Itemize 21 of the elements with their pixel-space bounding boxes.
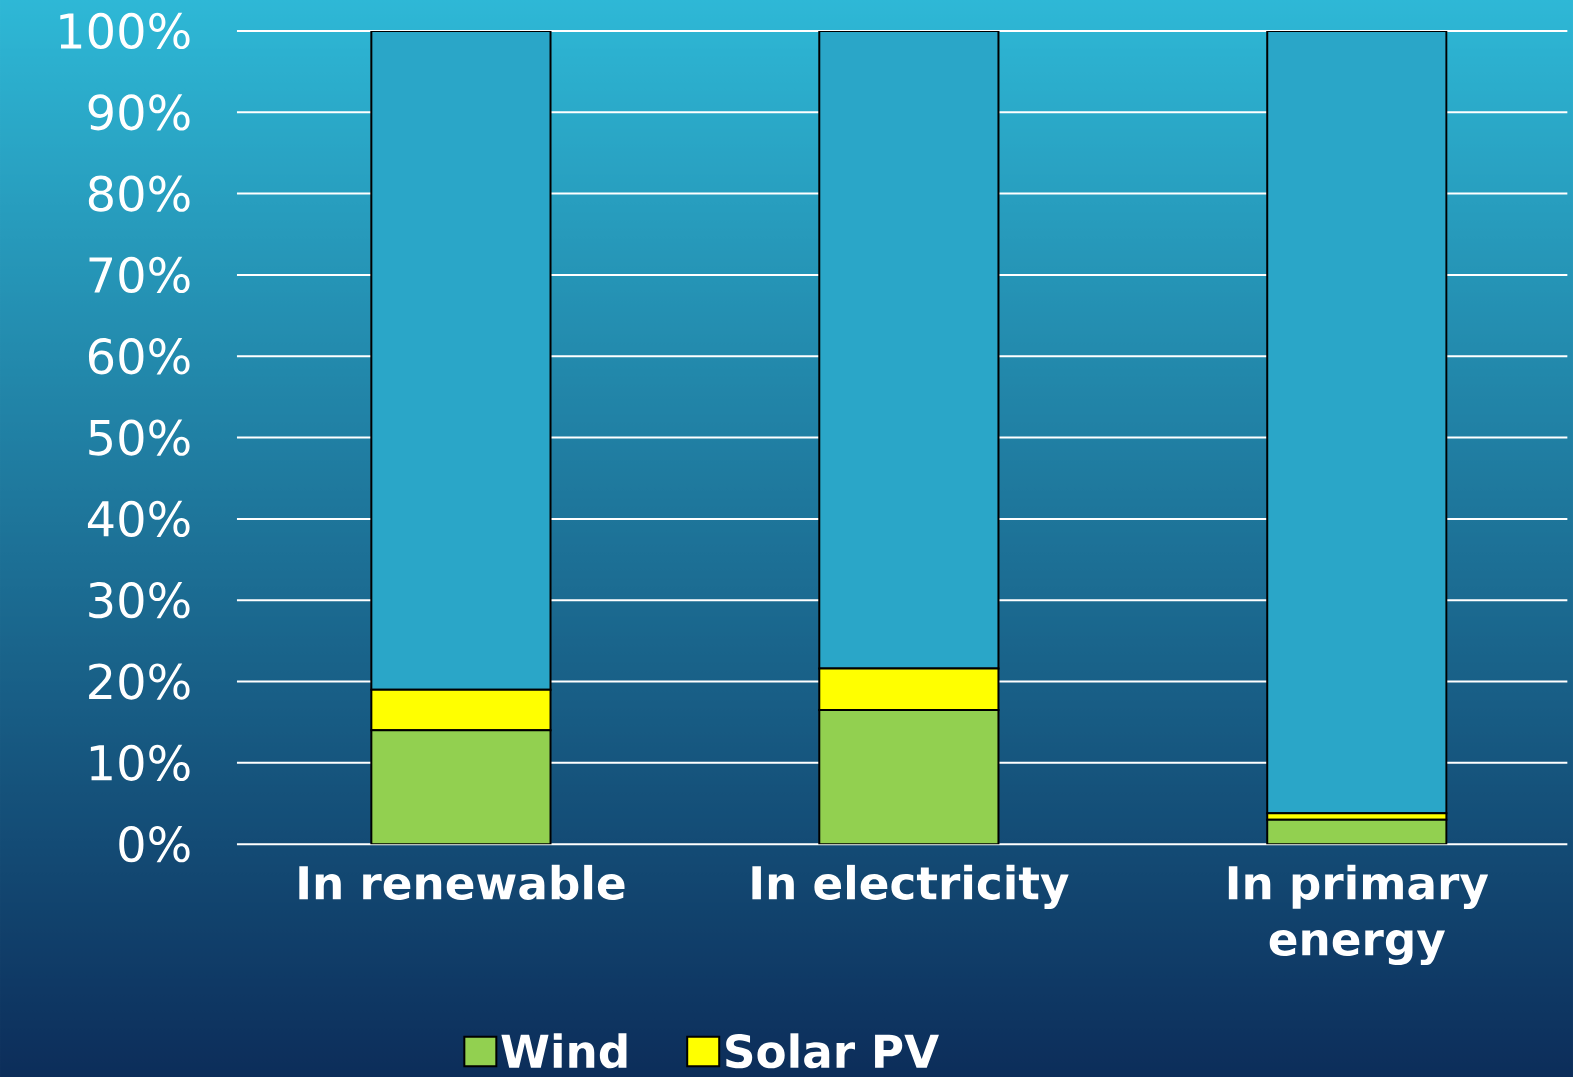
y-tick-label: 50% bbox=[89, 419, 190, 456]
y-tick-label: 10% bbox=[90, 744, 190, 781]
y-tick-label: 30% bbox=[89, 582, 190, 619]
y-tick-label: 70% bbox=[89, 256, 190, 294]
x-tick-label: In primary energy bbox=[1228, 864, 1489, 966]
y-tick-label: 100% bbox=[60, 12, 190, 50]
bar bbox=[370, 30, 552, 691]
bar bbox=[818, 708, 1000, 845]
bar bbox=[1266, 30, 1448, 815]
y-tick-label: 60% bbox=[88, 338, 190, 375]
legend-label: Wind bbox=[501, 1033, 627, 1069]
y-tick-label: 90% bbox=[88, 94, 190, 131]
x-tick-label: In renewable bbox=[299, 864, 625, 900]
x-tick-label: In electricity bbox=[752, 864, 1069, 910]
bar bbox=[370, 729, 552, 845]
y-tick-label: 80% bbox=[88, 175, 190, 212]
y-tick-label: 20% bbox=[89, 663, 190, 700]
y-tick-label: 0% bbox=[119, 825, 190, 863]
legend-label: Solar PV bbox=[726, 1033, 939, 1069]
y-tick-label: 40% bbox=[87, 500, 190, 537]
bar bbox=[818, 30, 1000, 670]
